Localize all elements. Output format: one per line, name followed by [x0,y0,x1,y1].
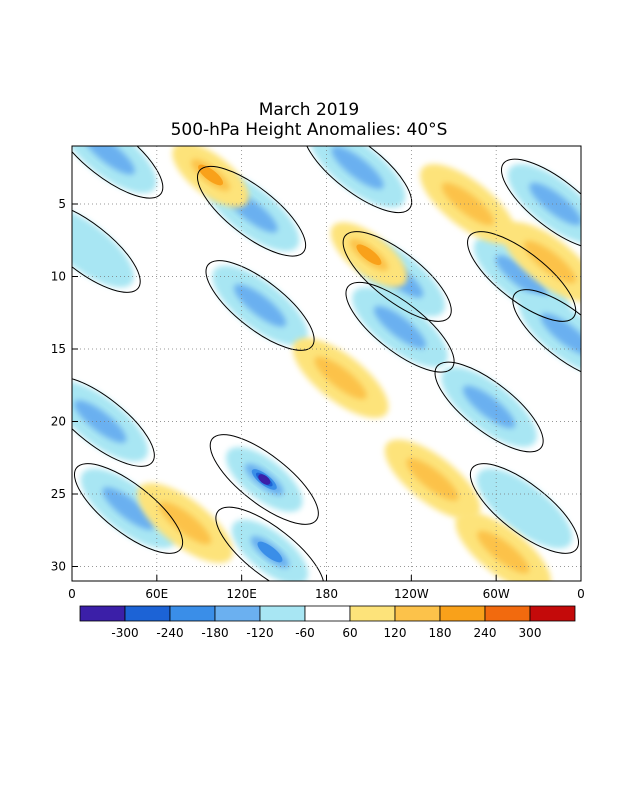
negative-anomaly-13 [231,519,309,581]
zero-contour-7 [500,158,581,250]
x-tick-label: 180 [315,587,338,601]
negative-anomaly-4 [309,146,406,208]
positive-anomaly-16 [172,146,249,208]
colorbar-segment [124,605,171,622]
zero-contour-0 [72,146,164,199]
zero-contour-13 [215,506,325,581]
negative-anomaly-11 [80,468,177,549]
x-tick-label: 0 [577,587,585,601]
negative-anomaly-7 [507,163,581,245]
colorbar-label: 120 [384,626,407,640]
colorbar-segment [529,605,576,622]
colorbar-segment [439,605,486,622]
zero-contour-4 [303,146,413,214]
x-tick-label: 120W [394,587,429,601]
colorbar-segment [349,605,396,622]
zero-contour-6 [345,281,455,373]
colorbar-segment [394,605,441,622]
zero-contour-2 [196,165,307,257]
negative-anomaly-12 [226,447,303,512]
negative-anomaly-9 [519,294,581,375]
colorbar-label: 240 [474,626,497,640]
positive-anomaly-20 [292,337,389,419]
zero-contour-9 [512,289,581,380]
y-tick-label: 30 [51,560,66,574]
negative-anomaly-3 [212,265,308,346]
negative-anomaly-8 [473,236,570,317]
colorbar-segment [169,605,216,622]
y-tick-label: 20 [51,415,66,429]
colorbar-label: 300 [519,626,542,640]
colorbar-label: -120 [246,626,273,640]
zero-contour-12 [209,434,319,525]
x-tick-label: 60E [145,587,168,601]
positive-anomaly-19 [502,221,581,303]
colorbar-label: -240 [156,626,183,640]
y-tick-label: 5 [58,197,66,211]
chart-subtitle: 500-hPa Height Anomalies: 40°S [170,120,448,140]
zero-contour-10 [72,376,155,467]
zero-contour-1 [72,202,141,293]
negative-anomaly-0 [72,146,157,194]
positive-anomaly-23 [455,511,552,581]
colorbar-segment [484,605,531,622]
chart-title: March 2019 [258,100,360,120]
y-tick-label: 15 [51,342,66,356]
positive-anomaly-17 [330,222,408,288]
x-tick-label: 0 [68,587,76,601]
positive-anomaly-22 [384,439,481,520]
zero-contour-11 [73,463,184,554]
zero-contour-5 [342,231,452,322]
negative-anomaly-6 [352,287,448,368]
zero-contour-14 [434,361,544,453]
zero-contour-3 [205,260,315,351]
y-tick-label: 10 [51,270,66,284]
positive-anomaly-21 [137,482,233,564]
colorbar-label: -60 [295,626,315,640]
x-tick-label: 60W [483,587,510,601]
colorbar-label: -180 [201,626,228,640]
y-tick-label: 25 [51,487,66,501]
colorbar-label: 60 [342,626,357,640]
positive-anomaly-18 [420,163,516,245]
colorbar-label: 180 [429,626,452,640]
colorbar-segment [259,605,306,622]
negative-anomaly-1 [72,207,134,288]
negative-anomaly-14 [441,366,537,448]
colorbar-segment [304,605,351,622]
colorbar-label: -300 [111,626,138,640]
x-tick-label: 120E [226,587,257,601]
zero-contour-8 [467,231,577,322]
colorbar-segment [79,605,126,622]
zero-contour-15 [469,463,580,554]
colorbar-segment [214,605,261,622]
negative-anomaly-15 [476,468,573,549]
